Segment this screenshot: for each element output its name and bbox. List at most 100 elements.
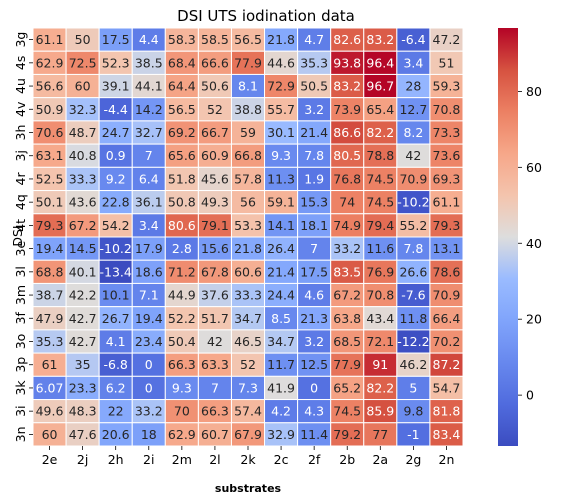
cell-value-label: 76.8 <box>333 171 361 186</box>
cell-value-label: 33.3 <box>234 288 262 303</box>
cell-value-label: 24.7 <box>102 125 130 140</box>
cell-value-label: 67.2 <box>333 288 361 303</box>
cell-value-label: 78.8 <box>366 148 394 163</box>
cell-value-label: 50.1 <box>36 195 64 210</box>
cell-value-label: 2.8 <box>172 241 192 256</box>
cell-value-label: 82.6 <box>333 32 361 47</box>
cell-value-label: 40.8 <box>69 148 97 163</box>
colorbar: 0 20 40 60 80 <box>498 28 542 446</box>
cell-value-label: 60.7 <box>201 427 229 442</box>
x-tick-label: 2a <box>372 452 388 467</box>
cell-value-label: 5 <box>409 380 417 395</box>
cell-value-label: 60 <box>75 79 91 94</box>
colorbar-tick-label: 80 <box>526 84 542 99</box>
cell-value-label: 26.6 <box>399 264 427 279</box>
cell-value-label: 77.9 <box>333 357 361 372</box>
cell-value-label: 17.5 <box>102 32 130 47</box>
cell-value-label: 83.4 <box>433 427 461 442</box>
cell-value-label: 6.4 <box>139 171 159 186</box>
cell-value-label: 52 <box>240 357 256 372</box>
cell-value-label: 46.5 <box>234 334 262 349</box>
cell-value-label: 42.7 <box>69 334 97 349</box>
cell-value-label: 50.4 <box>168 334 196 349</box>
cell-value-label: 44.1 <box>135 79 163 94</box>
cell-value-label: 0.9 <box>106 148 126 163</box>
cell-value-label: 70.9 <box>399 171 427 186</box>
cell-value-label: 4.7 <box>304 32 324 47</box>
cell-value-label: 6.07 <box>36 380 64 395</box>
cell-value-label: 40.1 <box>69 264 97 279</box>
colorbar-tick-label: 40 <box>526 236 542 251</box>
cell-value-label: 66.3 <box>168 357 196 372</box>
cell-value-label: 48.3 <box>69 404 97 419</box>
x-tick-label: 2h <box>108 452 124 467</box>
cell-value-label: 42.7 <box>69 311 97 326</box>
y-tick-label: 4r <box>13 172 28 186</box>
cell-value-label: 58.3 <box>168 32 196 47</box>
cell-value-label: 7 <box>310 241 318 256</box>
cell-value-label: 32.9 <box>267 427 295 442</box>
cell-value-label: 28 <box>405 79 421 94</box>
cell-value-label: 72.5 <box>69 55 97 70</box>
cell-value-label: -6.8 <box>103 357 127 372</box>
x-tick-label: 2m <box>172 452 192 467</box>
cell-value-label: 68.8 <box>36 264 64 279</box>
cell-value-label: 7.3 <box>238 380 258 395</box>
cell-value-label: 7.8 <box>403 241 423 256</box>
cell-value-label: 21.8 <box>267 32 295 47</box>
cell-value-label: 14.5 <box>69 241 97 256</box>
cell-value-label: 70.9 <box>433 288 461 303</box>
cell-value-label: 51 <box>439 55 455 70</box>
y-tick-label: 4v <box>13 101 28 117</box>
cell-value-label: 14.2 <box>135 102 163 117</box>
y-tick-label: 3m <box>13 285 28 305</box>
cell-value-label: 38.8 <box>234 102 262 117</box>
x-axis-label: substrates <box>215 482 282 495</box>
cell-value-label: 21.4 <box>267 264 295 279</box>
cell-value-label: 4.1 <box>106 334 126 349</box>
cell-value-label: 9.8 <box>403 404 423 419</box>
cell-value-label: 50.9 <box>36 102 64 117</box>
cell-value-label: 96.4 <box>366 55 394 70</box>
cell-value-label: 35.3 <box>300 55 328 70</box>
cell-value-label: 73.9 <box>333 102 361 117</box>
cell-value-label: 69.3 <box>433 171 461 186</box>
cell-value-label: 59.3 <box>433 79 461 94</box>
cell-value-label: 50.5 <box>300 79 328 94</box>
y-tick-label: 3p <box>13 357 28 373</box>
cell-value-label: 38.7 <box>36 288 64 303</box>
cell-value-label: 55.2 <box>399 218 427 233</box>
cell-value-label: 70.2 <box>433 334 461 349</box>
cell-value-label: 47.2 <box>433 32 461 47</box>
cell-value-label: 3.4 <box>403 55 423 70</box>
cell-value-label: 61.1 <box>36 32 64 47</box>
cell-value-label: 11.7 <box>267 357 295 372</box>
cell-value-label: 83.2 <box>333 79 361 94</box>
cell-value-label: 43.4 <box>366 311 394 326</box>
cell-value-label: 21.4 <box>300 125 328 140</box>
y-tick-label: 4t <box>13 219 28 232</box>
y-tick-label: 3o <box>13 334 28 350</box>
colorbar-gradient <box>498 28 518 446</box>
cell-value-label: 34.7 <box>267 334 295 349</box>
cell-value-label: 19.4 <box>135 311 163 326</box>
cell-value-label: 45.6 <box>201 171 229 186</box>
cell-value-label: 1.9 <box>304 171 324 186</box>
cell-value-label: 12.7 <box>399 102 427 117</box>
cell-value-label: 66.6 <box>201 55 229 70</box>
cell-value-label: 70.8 <box>366 288 394 303</box>
y-tick-label: 3n <box>13 426 28 442</box>
y-tick-label: 3g <box>13 32 28 48</box>
colorbar-tick-label: 20 <box>526 312 542 327</box>
cell-value-label: 13.1 <box>433 241 461 256</box>
x-tick-label: 2n <box>439 452 455 467</box>
cell-value-label: 91 <box>372 357 388 372</box>
cell-value-label: 9.3 <box>271 148 291 163</box>
cell-value-label: 79.1 <box>201 218 229 233</box>
cell-value-label: 44.9 <box>168 288 196 303</box>
cell-value-label: 68.5 <box>333 334 361 349</box>
cell-value-label: 52 <box>207 102 223 117</box>
y-tick-label: 3e <box>13 240 28 256</box>
cell-value-label: 66.7 <box>201 125 229 140</box>
